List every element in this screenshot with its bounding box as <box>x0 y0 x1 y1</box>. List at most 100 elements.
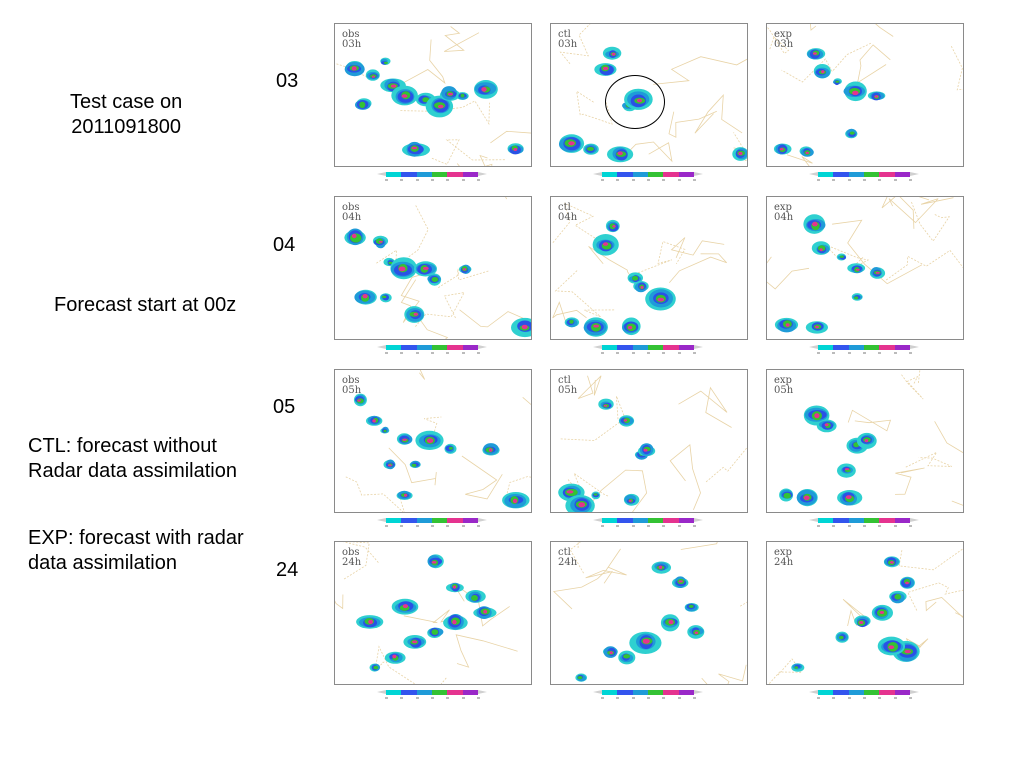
map-boundary-line <box>576 90 613 125</box>
colorbar-tick <box>431 179 434 181</box>
map-boundary-line <box>668 253 727 283</box>
colorbar-tick <box>832 179 836 181</box>
colorbar-segment <box>848 345 865 350</box>
colorbar-min-arrow <box>809 690 818 694</box>
colorbar-tick <box>878 525 882 527</box>
radar-echo <box>566 490 574 494</box>
colorbar-tick <box>878 179 882 181</box>
map-boundary-line <box>490 130 531 144</box>
colorbar-tick <box>616 179 620 181</box>
map-panel-ctl-05h: ctl 05h <box>550 369 748 513</box>
colorbar-min-arrow <box>377 345 386 349</box>
colorbar-tick <box>693 525 696 527</box>
radar-echo <box>422 266 429 270</box>
radar-echo <box>357 399 361 402</box>
colorbar-tick <box>385 697 388 699</box>
radar-map <box>558 375 747 512</box>
map-boundary-line <box>587 469 648 512</box>
panel-label-run: exp <box>774 375 792 386</box>
colorbar-segment <box>632 518 649 523</box>
colorbar-segment <box>648 518 664 523</box>
panel-label-run: obs <box>342 375 360 386</box>
colorbar-min-arrow <box>593 172 602 176</box>
colorbar-tick <box>461 179 465 181</box>
map-boundary-line <box>440 677 447 684</box>
colorbar-segment <box>818 518 834 523</box>
colorbar-segment <box>401 518 418 523</box>
colorbar-segment <box>864 172 880 177</box>
map-boundary-line <box>885 249 963 281</box>
colorbar-tick <box>601 352 604 354</box>
radar-map <box>335 26 531 166</box>
colorbar-segment <box>663 690 680 695</box>
panel-label: exp 04h <box>774 203 793 223</box>
colorbar-segment <box>386 345 402 350</box>
colorbar-max-arrow <box>910 518 919 522</box>
colorbar-max-arrow <box>478 345 487 349</box>
radar-echo <box>593 493 598 496</box>
panel-label-run: ctl <box>558 547 571 558</box>
colorbar <box>377 517 487 531</box>
map-boundary-line <box>522 396 531 406</box>
colorbar-tick <box>647 352 650 354</box>
radar-echo <box>398 266 406 272</box>
radar-echo <box>824 423 829 427</box>
colorbar <box>377 689 487 703</box>
colorbar-tick <box>400 352 404 354</box>
radar-echo <box>617 151 623 156</box>
radar-echo <box>411 463 417 467</box>
radar-echo <box>351 233 357 239</box>
radar-echo <box>803 495 810 500</box>
radar-echo <box>586 146 595 151</box>
colorbar-tick <box>817 352 820 354</box>
colorbar-segment <box>818 690 834 695</box>
radar-echo <box>603 404 608 407</box>
map-boundary-line <box>552 301 587 326</box>
colorbar-segment <box>833 518 850 523</box>
map-boundary-line <box>925 597 963 619</box>
colorbar-segment <box>386 518 402 523</box>
map-boundary-line <box>455 634 518 668</box>
colorbar-tick <box>431 352 434 354</box>
colorbar-segment <box>416 690 433 695</box>
colorbar-segment <box>462 345 479 350</box>
colorbar-tick <box>893 525 897 527</box>
map-boundary-line <box>419 370 426 380</box>
map-boundary-line <box>567 472 610 498</box>
radar-echo <box>471 595 478 601</box>
colorbar <box>809 689 919 703</box>
colorbar-segment <box>632 690 649 695</box>
colorbar-segment <box>848 690 865 695</box>
radar-echo <box>383 429 387 433</box>
map-panel-obs-03h: obs 03h <box>334 23 532 167</box>
colorbar-tick <box>431 525 434 527</box>
map-boundary-line <box>894 467 925 495</box>
colorbar-segment <box>848 172 865 177</box>
colorbar-max-arrow <box>694 172 703 176</box>
radar-echo <box>383 61 388 65</box>
colorbar-tick <box>893 697 897 699</box>
radar-echo <box>623 654 631 659</box>
radar-map <box>345 370 531 512</box>
colorbar-tick <box>878 697 882 699</box>
radar-echo <box>632 275 639 281</box>
colorbar-segment <box>848 518 865 523</box>
colorbar-segment <box>432 690 448 695</box>
colorbar-tick <box>863 525 866 527</box>
radar-echo <box>875 271 880 274</box>
colorbar-tick <box>415 352 419 354</box>
map-boundary-line <box>898 548 963 571</box>
colorbar-tick <box>909 179 912 181</box>
radar-echo <box>512 498 518 504</box>
map-boundary-line <box>438 268 490 288</box>
panel-label: exp 03h <box>774 30 793 50</box>
colorbar-tick <box>647 179 650 181</box>
panel-label-hour: 05h <box>342 385 362 396</box>
map-boundary-line <box>456 154 493 166</box>
map-boundary-line <box>847 409 892 432</box>
panel-label-hour: 24h <box>774 557 794 568</box>
colorbar-tick <box>863 179 866 181</box>
colorbar <box>377 171 487 185</box>
highlight-circle <box>605 75 665 129</box>
colorbar-segment <box>864 690 880 695</box>
